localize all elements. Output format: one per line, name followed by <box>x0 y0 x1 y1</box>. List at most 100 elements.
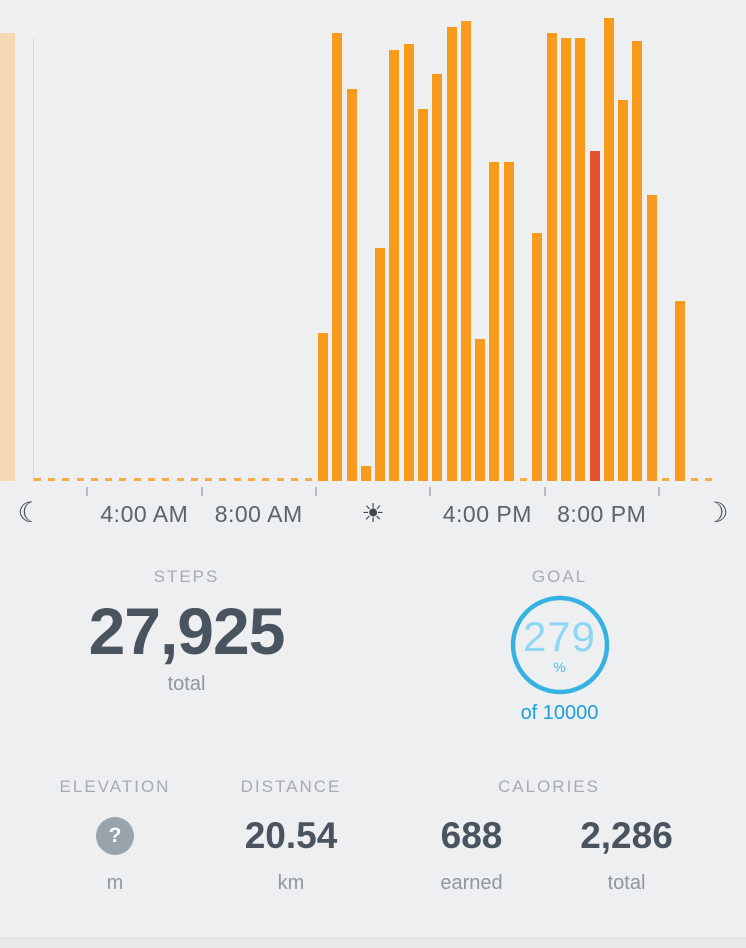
elevation-value-row: ? <box>96 813 134 859</box>
chart-bar[interactable] <box>62 478 69 481</box>
axis-tick <box>543 487 546 496</box>
chart-bar[interactable] <box>575 38 585 481</box>
axis-tick <box>657 487 660 496</box>
chart-bar[interactable] <box>191 478 198 481</box>
elevation-label: ELEVATION <box>59 777 171 796</box>
distance-unit: km <box>277 872 305 894</box>
chart-bar[interactable] <box>520 478 527 481</box>
chart-bar[interactable] <box>561 38 571 481</box>
calories-total: 2,286 total <box>549 797 704 895</box>
chart-bar[interactable] <box>262 478 269 481</box>
steps-label: STEPS <box>153 567 220 586</box>
distance-value: 20.54 <box>244 815 338 856</box>
chart-bar[interactable] <box>177 478 184 481</box>
chart-bar[interactable] <box>632 41 642 481</box>
axis-tick <box>86 487 89 496</box>
goal-progress-ring[interactable]: 279 % <box>508 593 612 697</box>
axis-tick <box>429 487 432 496</box>
goal-percent-value: 279 <box>522 612 597 660</box>
calories-earned: 688 earned <box>394 797 549 895</box>
chart-bar[interactable] <box>461 21 471 481</box>
calories-stat: CALORIES 688 earned 2,286 total <box>352 777 746 895</box>
goal-summary: GOAL 279 % of 10000 <box>373 567 746 725</box>
chart-bar[interactable] <box>604 18 614 481</box>
chart-bar[interactable] <box>77 478 84 481</box>
chart-bar[interactable] <box>347 89 357 481</box>
chart-bar[interactable] <box>162 478 169 481</box>
chart-bar[interactable] <box>34 478 41 481</box>
calories-total-value: 2,286 <box>580 815 673 856</box>
chart-bar[interactable] <box>361 466 371 481</box>
chart-bar[interactable] <box>219 478 226 481</box>
chart-bar[interactable] <box>418 109 428 481</box>
chart-bar[interactable] <box>91 478 98 481</box>
axis-time-label: 8:00 PM <box>557 501 647 527</box>
chart-bar[interactable] <box>277 478 284 481</box>
moon-icon: ☾ <box>17 497 43 528</box>
chart-bar[interactable] <box>475 339 485 481</box>
summary-section: STEPS 27,925 total GOAL 279 % of 10000 <box>0 567 746 725</box>
chart-bar[interactable] <box>389 50 399 481</box>
chart-bar[interactable] <box>318 333 328 481</box>
distance-stat: DISTANCE 20.54 km <box>230 777 352 895</box>
calories-earned-label: earned <box>440 872 503 894</box>
chart-bar[interactable] <box>547 33 557 481</box>
elevation-help-button[interactable]: ? <box>96 817 134 855</box>
detail-stats-section: ELEVATION ? m DISTANCE 20.54 km CALORIES… <box>0 777 746 895</box>
chart-bar[interactable] <box>404 44 414 481</box>
midnight-gridline <box>33 38 34 481</box>
chart-bar[interactable] <box>590 151 600 481</box>
chart-bar[interactable] <box>705 478 712 481</box>
axis-time-label: 8:00 AM <box>214 501 303 527</box>
next-section-divider <box>0 938 746 948</box>
chart-bar[interactable] <box>234 478 241 481</box>
steps-sublabel: total <box>167 672 206 695</box>
chart-bar[interactable] <box>675 301 685 481</box>
time-axis: ☾ 4:00 AM 8:00 AM ☀ 4:00 PM 8:00 PM ☽ <box>0 483 746 543</box>
chart-bar[interactable] <box>691 478 698 481</box>
chart-bar[interactable] <box>375 248 385 481</box>
chart-bar[interactable] <box>205 478 212 481</box>
calories-earned-value-row: 688 <box>441 813 503 859</box>
axis-time-label: 4:00 PM <box>442 501 532 527</box>
chart-bar[interactable] <box>148 478 155 481</box>
chart-bar[interactable] <box>332 33 342 481</box>
chart-bar[interactable] <box>305 478 312 481</box>
moon-icon: ☽ <box>703 497 729 528</box>
calories-label: CALORIES <box>498 777 600 796</box>
chart-bar[interactable] <box>532 233 542 481</box>
chart-bar[interactable] <box>48 478 55 481</box>
steps-bar-chart[interactable] <box>0 0 746 483</box>
chart-bar[interactable] <box>618 100 628 481</box>
chart-bar[interactable] <box>447 27 457 481</box>
chart-bar[interactable] <box>248 478 255 481</box>
goal-target-label: of 10000 <box>520 702 599 724</box>
sun-icon: ☀ <box>361 498 385 528</box>
chart-bar[interactable] <box>504 162 514 481</box>
chart-bar[interactable] <box>119 478 126 481</box>
chart-bar[interactable] <box>432 74 442 481</box>
goal-label: GOAL <box>531 567 588 586</box>
axis-tick <box>314 487 317 496</box>
goal-ring-stroke <box>510 595 609 695</box>
steps-total-value: 27,925 <box>88 594 286 668</box>
elevation-unit: m <box>106 872 124 894</box>
goal-ring-content: 279 % <box>508 593 612 697</box>
axis-tick <box>200 487 203 496</box>
goal-percent-sign: % <box>553 658 566 675</box>
calories-values-row: 688 earned 2,286 total <box>394 797 704 895</box>
distance-value-row: 20.54 <box>245 813 338 859</box>
steps-summary: STEPS 27,925 total <box>0 567 373 725</box>
elevation-stat: ELEVATION ? m <box>0 777 230 895</box>
axis-time-label: 4:00 AM <box>100 501 189 527</box>
goal-ring-circle <box>510 595 609 695</box>
partial-bar-left-edge <box>0 33 15 481</box>
chart-bar[interactable] <box>662 478 669 481</box>
chart-bar[interactable] <box>647 195 657 481</box>
question-mark-icon: ? <box>108 824 122 847</box>
chart-bar[interactable] <box>134 478 141 481</box>
chart-bar[interactable] <box>291 478 298 481</box>
chart-bar[interactable] <box>489 162 499 481</box>
chart-bar[interactable] <box>105 478 112 481</box>
